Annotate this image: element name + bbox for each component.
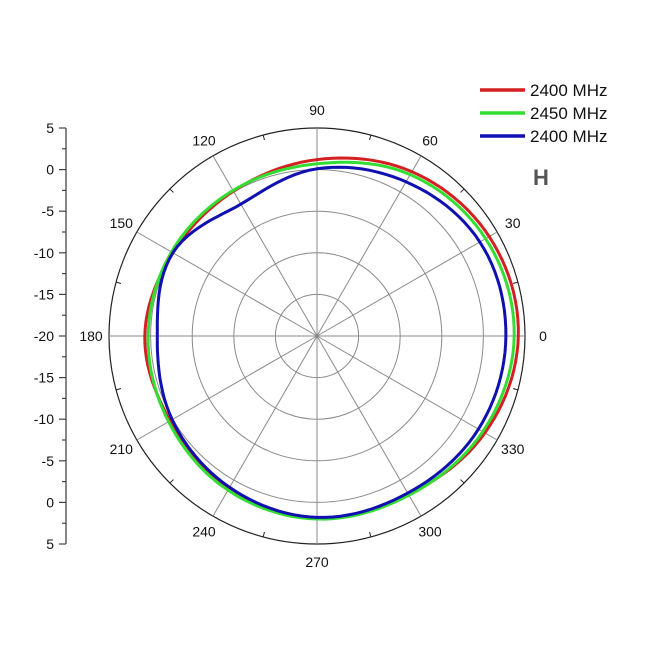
minor-tick [115, 388, 122, 391]
radial-tick-label: 5 [46, 120, 54, 136]
radial-tick-label: -10 [34, 245, 54, 261]
grid-spoke [212, 155, 318, 337]
minor-tick [460, 188, 465, 193]
minor-tick [262, 134, 265, 141]
angle-label: 90 [309, 102, 325, 118]
minor-tick [460, 479, 465, 484]
radial-tick-label: -10 [34, 411, 54, 427]
angle-label: 30 [505, 215, 521, 231]
angle-label: 0 [539, 328, 547, 344]
radial-tick-label: 0 [46, 162, 54, 178]
minor-tick [369, 134, 372, 141]
minor-tick [262, 531, 265, 538]
radial-tick-label: -15 [34, 286, 54, 302]
minor-tick [169, 188, 174, 193]
grid-spoke [316, 335, 498, 441]
minor-tick [115, 281, 122, 284]
angle-label: 300 [418, 524, 442, 540]
grid-spoke [136, 231, 318, 337]
minor-tick [169, 479, 174, 484]
minor-tick [369, 531, 372, 538]
legend: 2400 MHz 2450 MHz 2400 MHz [480, 81, 607, 146]
radial-tick-label: -5 [42, 453, 55, 469]
legend-label: 2450 MHz [530, 104, 607, 123]
data-series [143, 156, 520, 521]
angle-label: 330 [501, 441, 525, 457]
series-line-3 [155, 165, 508, 519]
minor-tick [512, 281, 519, 284]
angle-label: 270 [305, 554, 329, 570]
plane-label: H [533, 165, 549, 190]
radial-tick-label: -15 [34, 370, 54, 386]
radial-axis: 5 0 -5 -10 -15 -20 -15 -10 -5 0 5 [34, 120, 67, 552]
angle-labels: 0 30 60 90 120 150 180 210 240 270 300 330 [79, 102, 547, 570]
angle-label: 60 [422, 132, 438, 148]
polar-grid [108, 127, 526, 545]
grid-spoke [316, 335, 422, 517]
grid-spoke [316, 155, 422, 337]
angle-label: 240 [192, 524, 216, 540]
angle-label: 120 [192, 132, 216, 148]
radial-tick-label: -5 [42, 203, 55, 219]
legend-label: 2400 MHz [530, 81, 607, 100]
minor-tick [512, 388, 519, 391]
grid-spoke [136, 335, 318, 441]
radial-tick-label: 5 [46, 536, 54, 552]
angle-label: 180 [79, 328, 103, 344]
series-line-2 [146, 160, 516, 521]
angle-label: 150 [110, 215, 134, 231]
radial-tick-label: 0 [46, 494, 54, 510]
grid-spoke [316, 231, 498, 337]
angle-label: 210 [110, 441, 134, 457]
radial-tick-label: -20 [34, 328, 54, 344]
legend-label: 2400 MHz [530, 127, 607, 146]
